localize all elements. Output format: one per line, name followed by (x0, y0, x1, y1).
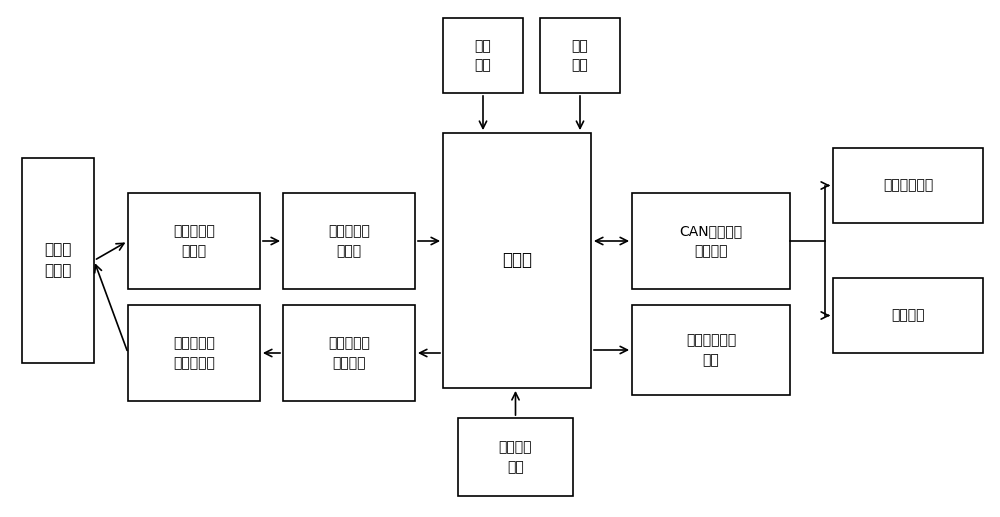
Text: 制动车灯驱动
单元: 制动车灯驱动 单元 (686, 333, 736, 367)
Bar (128, 193, 260, 289)
Bar (22, 158, 94, 363)
Text: 降压恒流
电源: 降压恒流 电源 (499, 440, 532, 474)
Bar (833, 278, 983, 353)
Text: 脉冲偏置放
大单元: 脉冲偏置放 大单元 (328, 224, 370, 258)
Text: 档位
开关: 档位 开关 (572, 39, 588, 72)
Text: 单片机: 单片机 (502, 251, 532, 269)
Bar (458, 418, 573, 496)
Bar (283, 193, 415, 289)
Text: 行车电脑: 行车电脑 (891, 309, 925, 323)
Bar (283, 305, 415, 401)
Text: 电涡流
缓速器: 电涡流 缓速器 (44, 242, 72, 279)
Bar (128, 305, 260, 401)
Text: 脉冲信号采
集单元: 脉冲信号采 集单元 (173, 224, 215, 258)
Text: CAN总线数据
收发单元: CAN总线数据 收发单元 (679, 224, 743, 258)
Bar (632, 305, 790, 395)
Text: 汽车主控单元: 汽车主控单元 (883, 178, 933, 192)
Bar (443, 18, 523, 93)
Text: 开关量信号
处理单元: 开关量信号 处理单元 (328, 336, 370, 370)
Bar (443, 133, 591, 388)
Bar (833, 148, 983, 223)
Bar (540, 18, 620, 93)
Text: 制动
踏板: 制动 踏板 (475, 39, 491, 72)
Text: 电涡流缓速
器驱动单元: 电涡流缓速 器驱动单元 (173, 336, 215, 370)
Bar (632, 193, 790, 289)
